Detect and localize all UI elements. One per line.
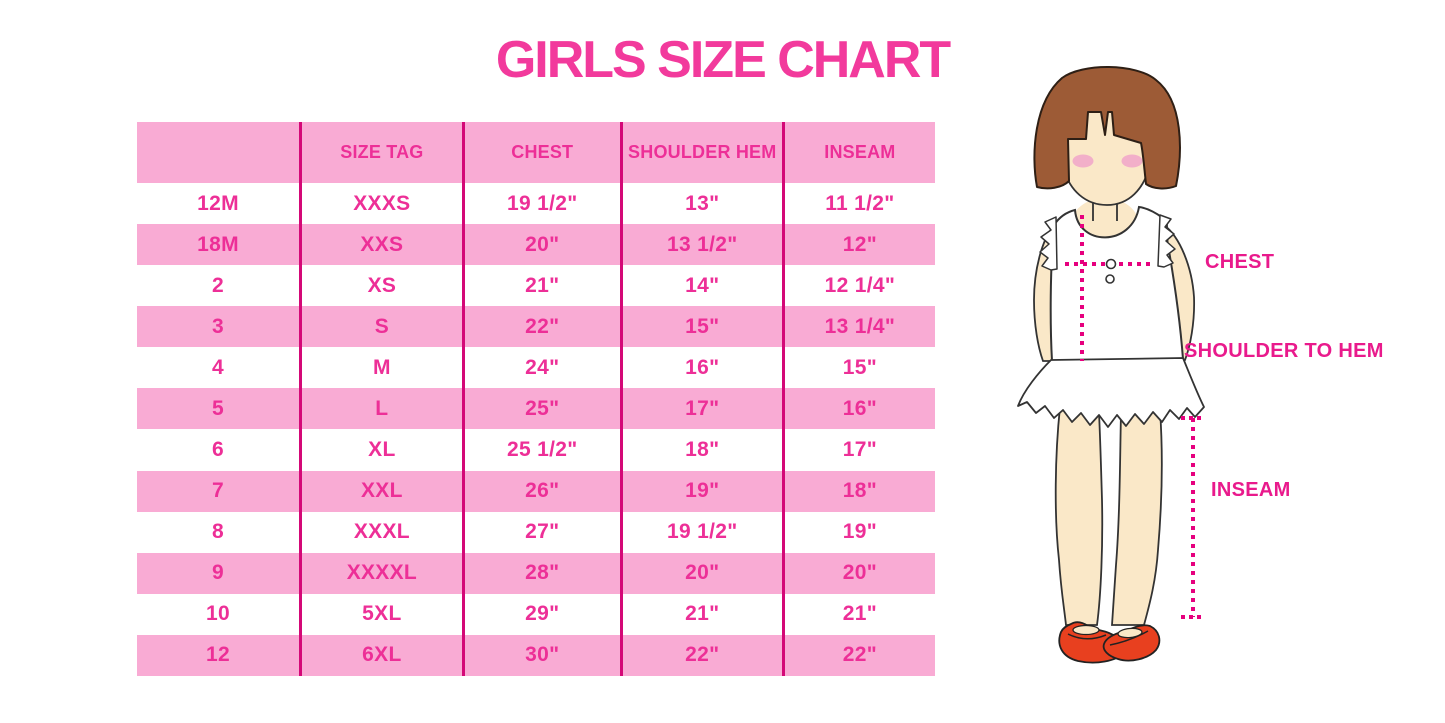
table-cell: 21" xyxy=(461,265,620,307)
table-cell: 20" xyxy=(619,552,782,594)
table-cell: 2 xyxy=(212,273,224,297)
table-cell: 22" xyxy=(619,634,782,676)
table-cell: 28" xyxy=(461,552,620,594)
table-cell: XXXS xyxy=(298,183,462,225)
header-cell-shoulder-hem: SHOULDER HEM xyxy=(619,122,782,183)
girl-shoulder-ruffle-left xyxy=(1039,216,1058,271)
table-cell: 12" xyxy=(781,224,935,266)
table-cell: 13" xyxy=(619,183,782,225)
table-cell: 20" xyxy=(781,552,935,594)
table-cell: 24" xyxy=(461,347,620,389)
table-header-row: SIZE TAG CHEST SHOULDER HEM INSEAM xyxy=(137,122,935,183)
table-cell: 8 xyxy=(212,520,224,544)
size-table: SIZE TAG CHEST SHOULDER HEM INSEAM 12M XX… xyxy=(137,122,935,676)
header-cell-size-tag: SIZE TAG xyxy=(298,122,462,183)
inseam-dotted-line xyxy=(1181,416,1205,619)
table-cell: XXL xyxy=(298,470,462,512)
table-cell: 9 xyxy=(212,561,224,585)
table-row: 18M XXS 20" 13 1/2" 12" xyxy=(137,224,935,266)
table-cell: 19 1/2" xyxy=(619,511,782,553)
girl-blush-right xyxy=(1121,154,1143,168)
girl-shoulder-ruffle-right xyxy=(1157,214,1176,268)
table-cell: 25 1/2" xyxy=(461,429,620,471)
table-cell: XL xyxy=(298,429,462,471)
header-cell-size xyxy=(137,122,299,183)
table-row: 10 5XL 29" 21" 21" xyxy=(137,593,935,635)
table-cell: S xyxy=(298,306,462,348)
table-row: 8 XXXL 27" 19 1/2" 19" xyxy=(137,511,935,553)
table-cell: 6XL xyxy=(298,634,462,676)
table-cell: L xyxy=(298,388,462,430)
dress-button-top xyxy=(1105,258,1117,270)
header-cell-chest: CHEST xyxy=(461,122,620,183)
table-cell: M xyxy=(298,347,462,389)
table-cell: 18" xyxy=(619,429,782,471)
table-cell: 22" xyxy=(781,634,935,676)
table-cell: 17" xyxy=(781,429,935,471)
table-cell: 12M xyxy=(197,191,239,215)
table-row: 4 M 24" 16" 15" xyxy=(137,347,935,389)
table-row: 12 6XL 30" 22" 22" xyxy=(137,634,935,676)
table-cell: 14" xyxy=(619,265,782,307)
table-cell: 27" xyxy=(461,511,620,553)
table-cell: 21" xyxy=(619,593,782,635)
dress-button-bottom xyxy=(1105,274,1115,284)
table-cell: 22" xyxy=(461,306,620,348)
table-row: 12M XXXS 19 1/2" 13" 11 1/2" xyxy=(137,183,935,225)
table-cell: 16" xyxy=(619,347,782,389)
table-cell: 5XL xyxy=(298,593,462,635)
girl-shoe-right xyxy=(1102,624,1161,662)
table-row: 3 S 22" 15" 13 1/4" xyxy=(137,306,935,348)
girl-illustration xyxy=(1017,66,1205,664)
table-cell: 25" xyxy=(461,388,620,430)
table-cell: 19 1/2" xyxy=(461,183,620,225)
table-cell: 13 1/4" xyxy=(781,306,935,348)
inseam-label: INSEAM xyxy=(1211,479,1291,501)
table-cell: 29" xyxy=(461,593,620,635)
table-cell: 13 1/2" xyxy=(619,224,782,266)
table-row: 2 XS 21" 14" 12 1/4" xyxy=(137,265,935,307)
girl-hair xyxy=(1033,66,1181,190)
table-cell: 12 1/4" xyxy=(781,265,935,307)
page-title: GIRLS SIZE CHART xyxy=(495,31,951,89)
table-cell: 10 xyxy=(206,602,230,626)
table-cell: 6 xyxy=(212,438,224,461)
table-cell: XS xyxy=(298,265,462,307)
table-cell: 5 xyxy=(212,396,224,420)
table-cell: 11 1/2" xyxy=(781,183,935,225)
girl-skirt xyxy=(1017,357,1205,428)
table-cell: 21" xyxy=(781,593,935,635)
table-cell: 15" xyxy=(781,347,935,389)
table-row: 5 L 25" 17" 16" xyxy=(137,388,935,430)
table-row: 6 XL 25 1/2" 18" 17" xyxy=(137,429,935,471)
girl-blush-left xyxy=(1072,154,1094,168)
table-cell: 19" xyxy=(619,470,782,512)
table-cell: 19" xyxy=(781,511,935,553)
table-cell: 17" xyxy=(619,388,782,430)
table-cell: 18M xyxy=(197,232,239,256)
shoulder-to-hem-label: SHOULDER TO HEM xyxy=(1184,340,1384,362)
table-cell: XXXXL xyxy=(298,552,462,594)
table-cell: 26" xyxy=(461,470,620,512)
table-cell: 16" xyxy=(781,388,935,430)
table-row: 7 XXL 26" 19" 18" xyxy=(137,470,935,512)
table-cell: 4 xyxy=(212,355,224,379)
girl-legs xyxy=(1054,405,1163,626)
table-cell: 20" xyxy=(461,224,620,266)
table-cell: 18" xyxy=(781,470,935,512)
table-cell: XXS xyxy=(298,224,462,266)
table-cell: 12 xyxy=(206,643,230,667)
table-cell: 3 xyxy=(212,314,224,338)
table-row: 9 XXXXL 28" 20" 20" xyxy=(137,552,935,594)
header-cell-inseam: INSEAM xyxy=(781,122,935,183)
table-cell: XXXL xyxy=(298,511,462,553)
chest-label: CHEST xyxy=(1205,251,1275,273)
table-cell: 7 xyxy=(212,479,224,503)
table-cell: 30" xyxy=(461,634,620,676)
table-cell: 15" xyxy=(619,306,782,348)
